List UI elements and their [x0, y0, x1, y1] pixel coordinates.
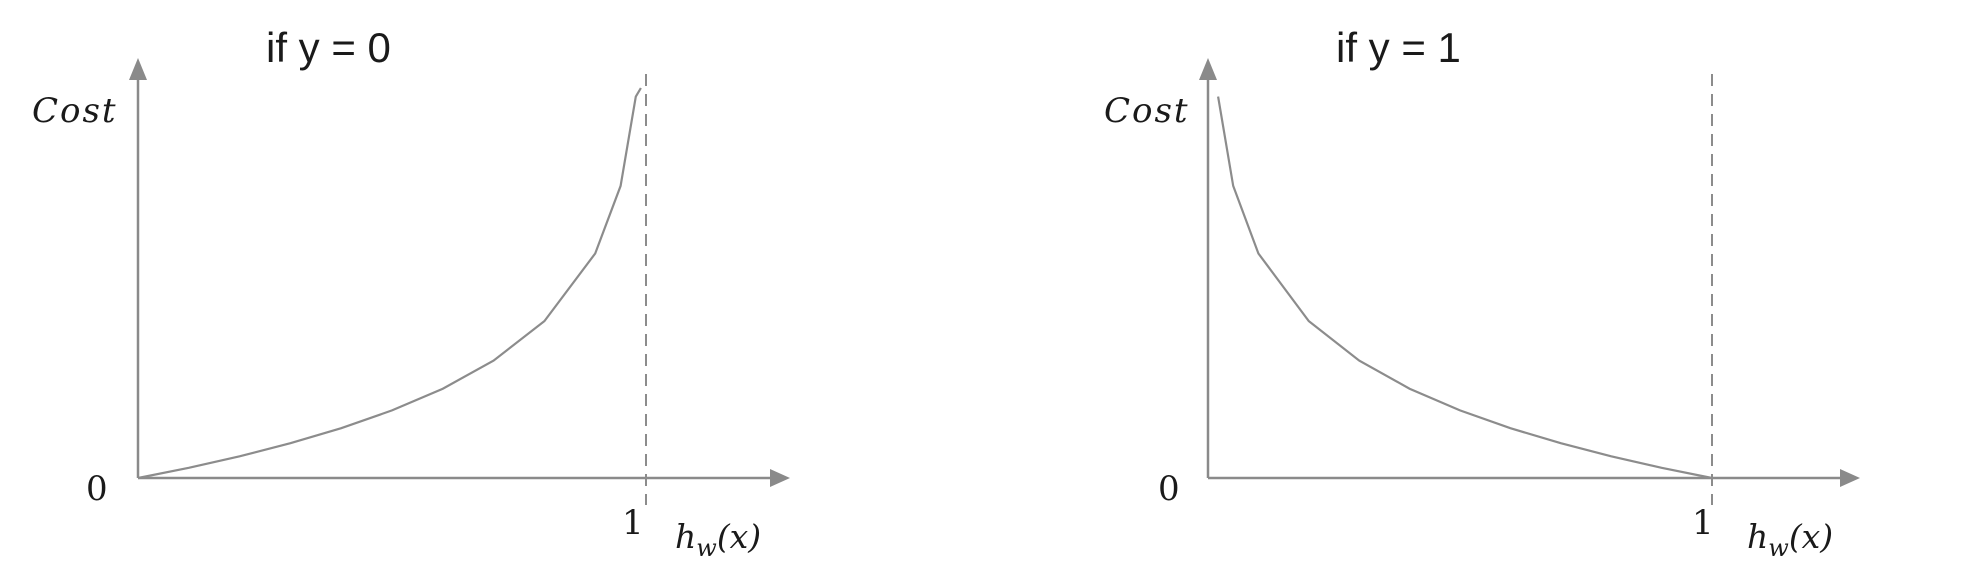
x-axis-label-main: h [675, 517, 696, 556]
cost-curve [138, 88, 641, 478]
y-tick-label: 0 [1158, 469, 1180, 509]
y-axis-arrow [1199, 58, 1217, 80]
x-axis-label-main: h [1747, 517, 1768, 556]
chart-title: if y = 1 [1336, 24, 1461, 71]
y-axis-label: Cost [1104, 91, 1190, 131]
y-tick-label: 0 [86, 469, 108, 509]
y-axis-arrow [129, 58, 147, 80]
x-axis-label-tail: (x) [1789, 517, 1833, 556]
x-tick-label: 1 [622, 503, 644, 543]
x-axis-arrow [770, 469, 790, 487]
x-axis-arrow [1840, 469, 1860, 487]
x-axis-label: hw(x) [1747, 517, 1833, 562]
x-axis-label-subscript: w [1768, 534, 1789, 562]
x-axis-label: hw(x) [675, 517, 761, 562]
y-axis-label: Cost [32, 91, 118, 131]
x-axis-label-tail: (x) [717, 517, 761, 556]
chart-title: if y = 0 [266, 24, 391, 71]
x-axis-label-subscript: w [696, 534, 717, 562]
x-tick-label: 1 [1692, 503, 1714, 543]
cost-curve [1218, 97, 1712, 478]
